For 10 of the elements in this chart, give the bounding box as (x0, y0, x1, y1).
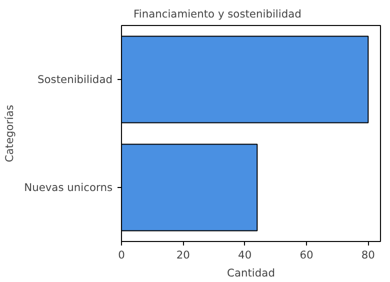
y-tick-label: Nuevas unicorns (24, 181, 113, 194)
x-tick-label: 40 (238, 248, 252, 262)
y-tick-label: Sostenibilidad (38, 73, 113, 86)
x-tick-label: 20 (176, 248, 190, 262)
chart-title: Financiamiento y sostenibilidad (134, 8, 302, 20)
x-axis-title: Cantidad (227, 266, 275, 280)
x-tick-label: 80 (361, 248, 376, 262)
x-tick-label: 60 (300, 248, 314, 262)
x-tick-label: 0 (118, 248, 126, 262)
y-axis-title: Categorías (3, 104, 16, 162)
